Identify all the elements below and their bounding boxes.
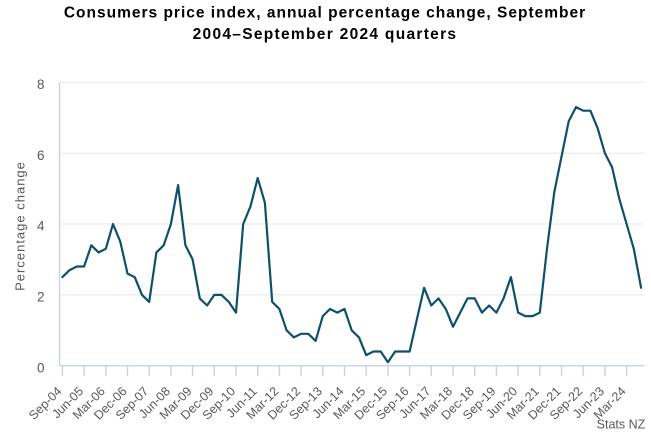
svg-text:0: 0 [37,360,45,375]
svg-text:Consumers price index, annual: Consumers price index, annual percentage… [64,5,586,22]
svg-text:2: 2 [37,290,45,305]
svg-text:8: 8 [37,77,45,92]
svg-text:Stats NZ: Stats NZ [597,418,646,432]
svg-text:4: 4 [37,219,45,234]
svg-text:Percentage change: Percentage change [13,161,28,291]
svg-text:6: 6 [37,148,45,163]
svg-text:2004–September 2024 quarters: 2004–September 2024 quarters [193,26,458,43]
